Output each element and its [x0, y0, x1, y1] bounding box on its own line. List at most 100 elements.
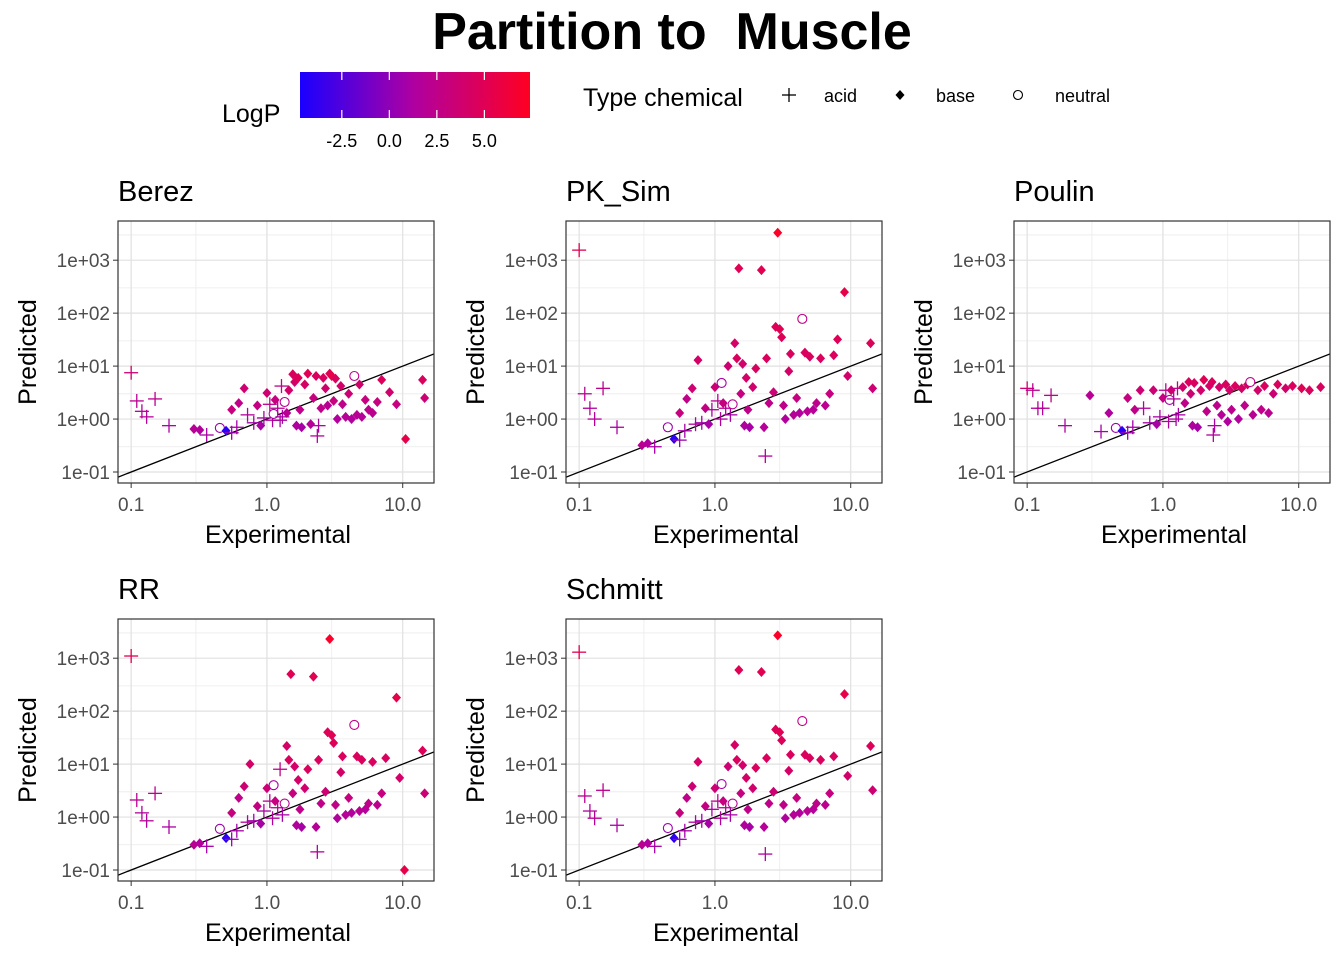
point-base — [239, 781, 249, 792]
point-base — [227, 807, 237, 818]
point-base — [723, 761, 733, 772]
point-base — [308, 392, 318, 403]
point-base — [401, 434, 411, 445]
y-tick-label: 1e+00 — [505, 808, 558, 829]
point-acid — [199, 427, 214, 442]
point-base — [325, 634, 335, 645]
point-base — [252, 801, 262, 812]
point-acid — [229, 420, 244, 435]
point-base — [234, 398, 244, 409]
point-base — [1130, 404, 1140, 415]
point-base — [344, 388, 354, 399]
y-tick-label: 1e+01 — [505, 755, 558, 776]
point-base — [682, 792, 692, 803]
point-neutral — [349, 719, 360, 730]
point-base — [368, 408, 378, 419]
y-tick-label: 1e+02 — [505, 702, 558, 723]
point-acid — [265, 811, 280, 826]
y-tick-label: 1e-01 — [61, 861, 110, 882]
point-base — [785, 749, 795, 760]
point-base — [730, 338, 740, 349]
point-acid — [677, 423, 692, 438]
legend: LogP -2.5 0.0 2.5 5.0 Type chemical acid bas… — [222, 72, 1110, 151]
point-acid — [1161, 414, 1176, 429]
point-base — [734, 664, 744, 675]
plot-area — [118, 634, 434, 876]
point-base — [738, 760, 748, 771]
panel-border — [117, 220, 435, 484]
point-base — [354, 379, 364, 390]
point-base — [323, 400, 333, 411]
point-base — [732, 754, 742, 765]
point-base — [377, 788, 387, 799]
point-base — [734, 263, 744, 274]
point-base — [308, 671, 318, 682]
point-acid — [124, 365, 139, 380]
point-base — [792, 392, 802, 403]
point-base — [777, 332, 787, 343]
point-neutral — [727, 399, 738, 410]
point-acid — [310, 428, 325, 443]
point-base — [756, 265, 766, 276]
point-base — [318, 372, 328, 383]
y-tick-label: 1e+01 — [57, 357, 110, 378]
point-neutral — [797, 313, 808, 324]
point-base — [1104, 408, 1114, 419]
point-acid — [1035, 401, 1050, 416]
point-base — [792, 792, 802, 803]
point-base — [290, 761, 300, 772]
point-acid — [672, 832, 687, 847]
point-base — [833, 334, 843, 345]
point-base — [311, 371, 321, 382]
point-neutral — [662, 822, 673, 834]
point-base — [1178, 382, 1188, 393]
point-base — [743, 404, 753, 415]
x-tick-label: 1.0 — [702, 893, 728, 914]
point-acid — [256, 410, 271, 425]
panel-background — [118, 619, 434, 881]
point-base — [675, 408, 685, 419]
point-base — [262, 388, 272, 399]
y-tick-label: 1e-01 — [509, 463, 558, 484]
point-neutral — [214, 823, 225, 834]
point-base — [675, 807, 685, 818]
y-tick-label: 1e+02 — [57, 702, 110, 723]
point-base — [364, 798, 374, 809]
panel-schmitt: Schmitt 0.1 1.0 10.0 1e-01 1e+00 1e+01 1e+02 1e+… — [462, 574, 883, 947]
point-acid — [256, 804, 271, 819]
point-acid — [240, 407, 255, 422]
point-acid — [1125, 420, 1140, 435]
point-acid — [587, 412, 602, 427]
point-base — [337, 399, 347, 410]
point-acid — [1152, 409, 1167, 424]
point-base — [764, 398, 774, 409]
point-base — [820, 799, 830, 810]
point-base — [418, 745, 428, 756]
point-base — [785, 348, 795, 359]
point-base — [816, 754, 826, 765]
shape-legend-label-base: base — [936, 86, 975, 106]
point-base — [195, 425, 205, 436]
colorbar — [300, 72, 530, 118]
point-acid — [1094, 424, 1109, 439]
point-acid — [246, 415, 261, 430]
point-base — [316, 798, 326, 809]
y-tick-label: 1e+01 — [953, 357, 1006, 378]
y-tick-label: 1e+03 — [505, 251, 558, 272]
point-base — [284, 754, 294, 765]
point-base — [1199, 374, 1209, 385]
point-base — [805, 351, 815, 362]
point-base — [391, 692, 401, 703]
y-tick-label: 1e+03 — [57, 649, 110, 670]
point-base — [1196, 385, 1206, 396]
point-base — [866, 338, 876, 349]
point-acid — [134, 805, 149, 820]
panel-border — [565, 220, 883, 484]
point-acid — [587, 811, 602, 826]
point-acid — [1171, 407, 1186, 422]
point-base — [344, 792, 354, 803]
point-base — [764, 798, 774, 809]
point-acid — [274, 379, 289, 394]
point-base — [293, 372, 303, 383]
x-tick-label: 0.1 — [566, 893, 592, 914]
